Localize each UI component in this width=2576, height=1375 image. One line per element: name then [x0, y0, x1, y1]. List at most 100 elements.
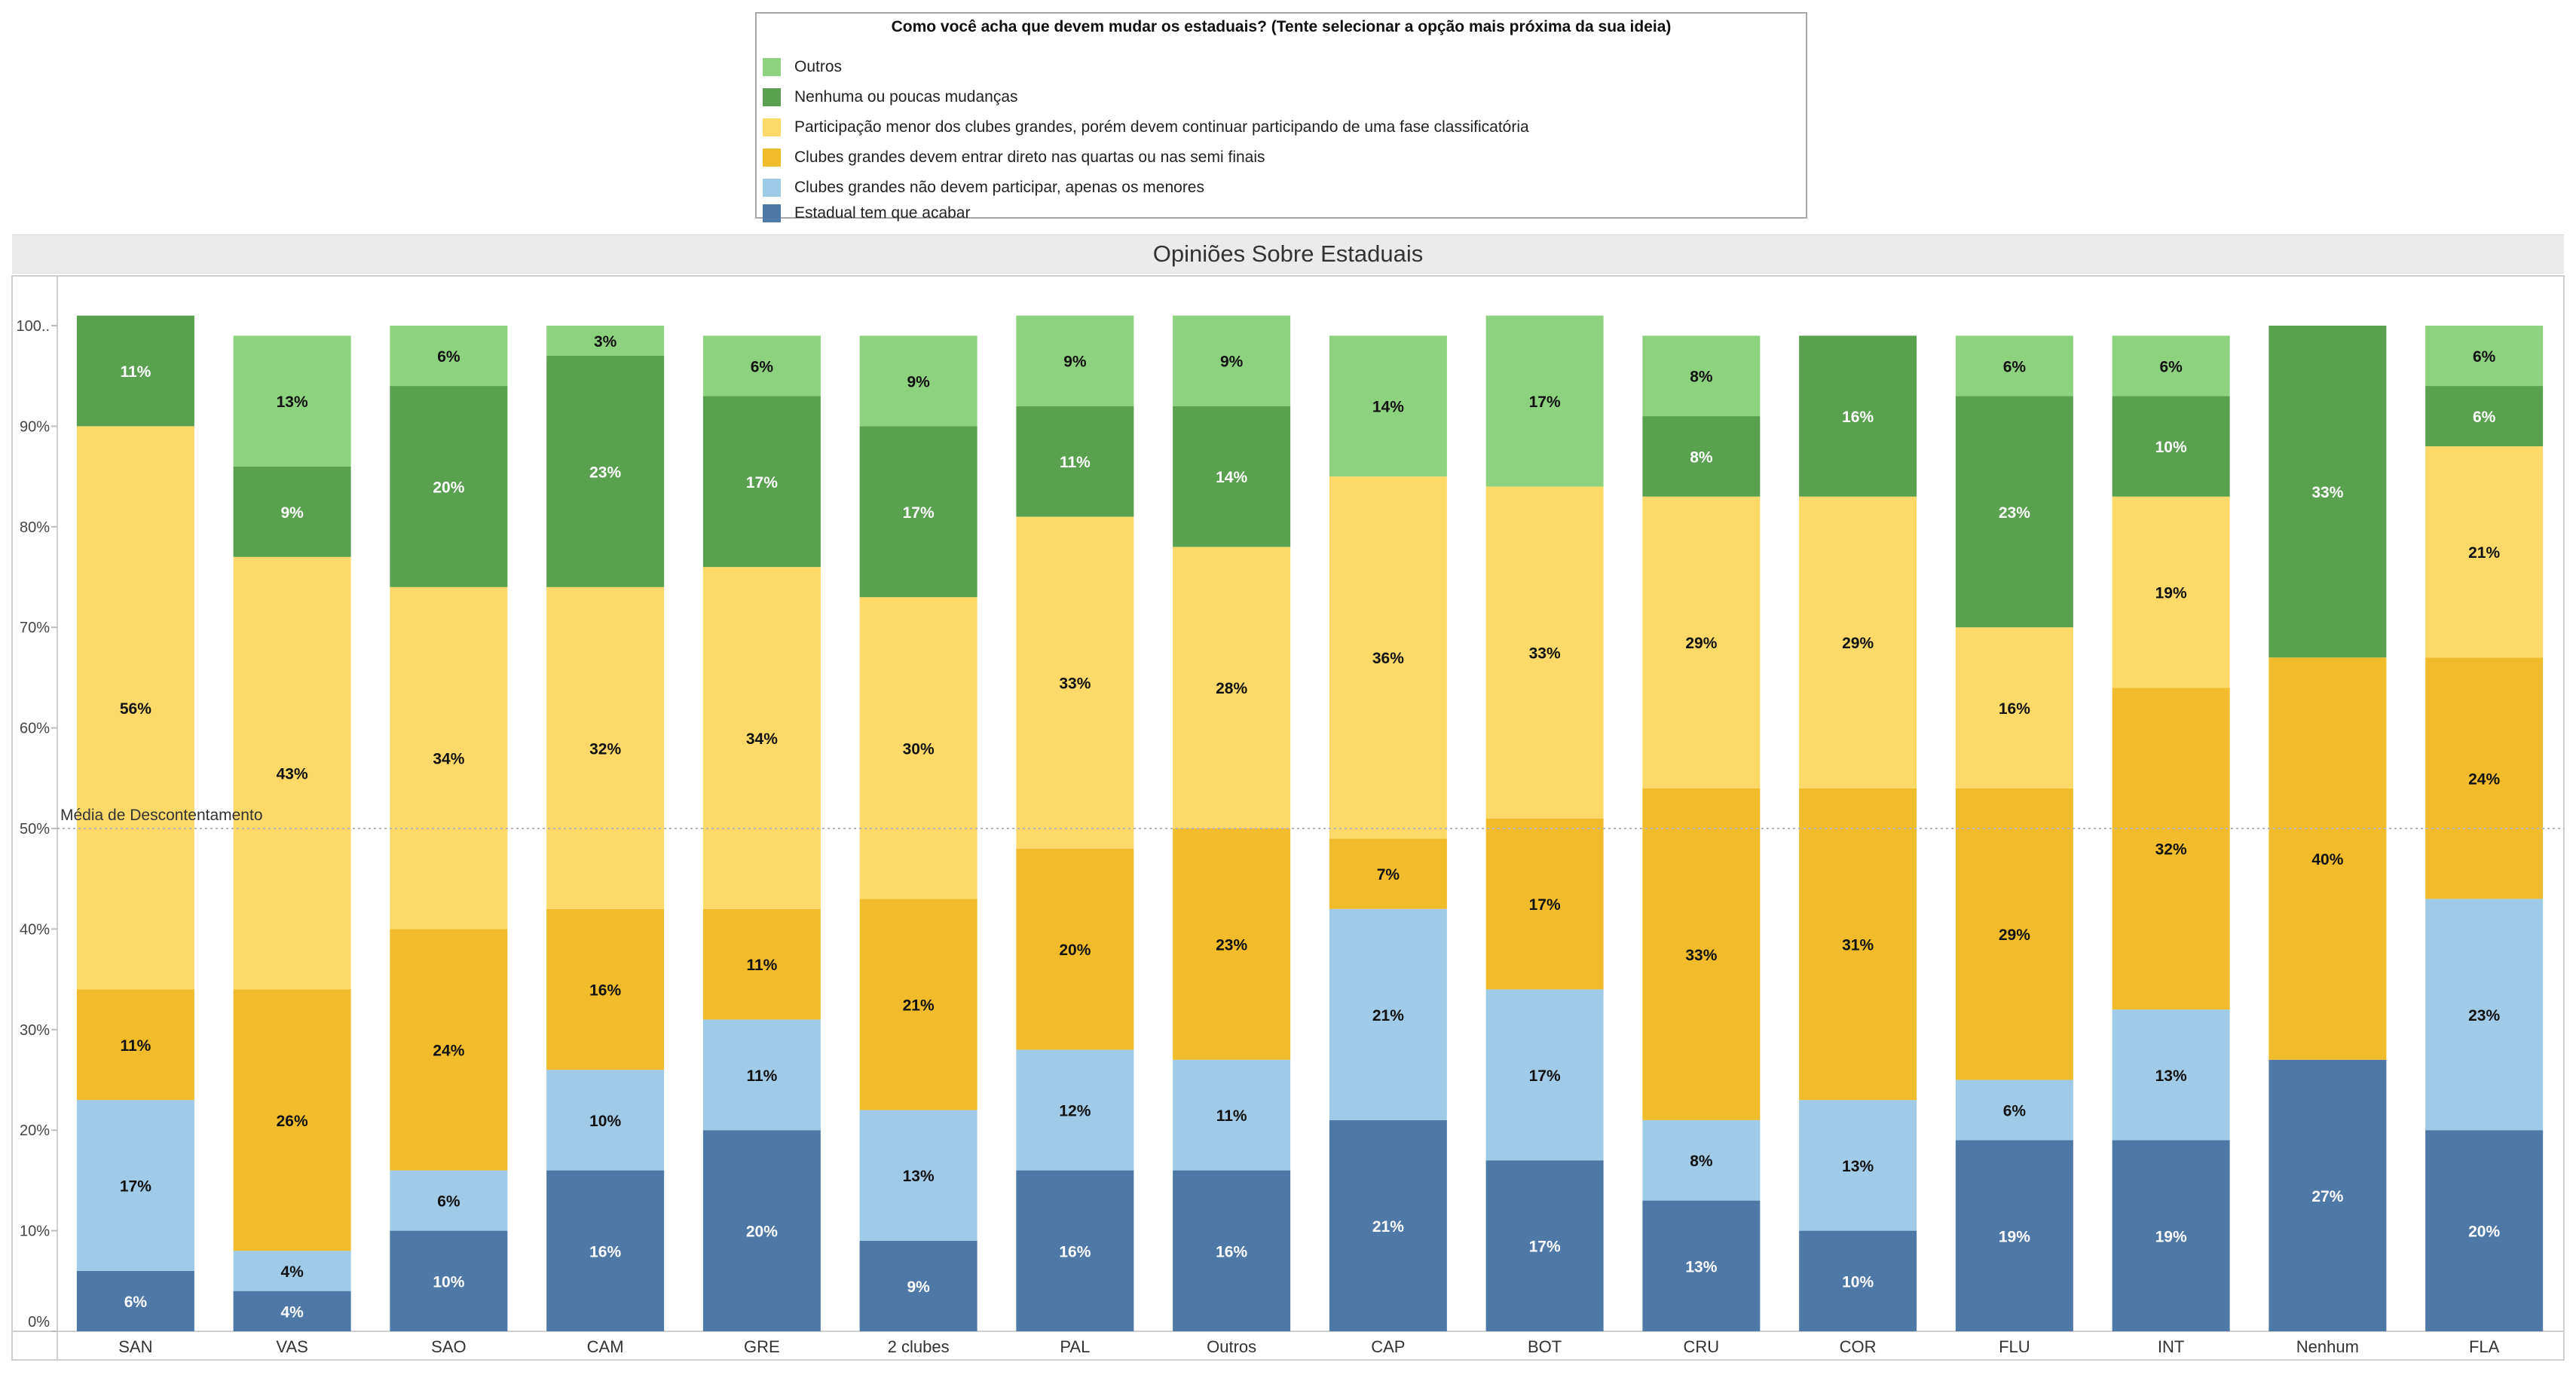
- bar-segment[interactable]: [2269, 1059, 2387, 1331]
- bar-segment[interactable]: [702, 1019, 821, 1131]
- bar-stack[interactable]: 10% 13% 31% 29% 16%: [1799, 335, 1917, 1331]
- bar-segment[interactable]: [233, 1251, 351, 1291]
- legend-item-outros[interactable]: Outros: [763, 56, 842, 78]
- bar-segment[interactable]: [2269, 657, 2387, 1060]
- bar-stack[interactable]: 16% 12% 20% 33% 11% 9%: [1016, 315, 1134, 1331]
- bar-segment[interactable]: [859, 335, 977, 427]
- bar-segment[interactable]: [1642, 788, 1761, 1120]
- bar-segment[interactable]: [390, 1170, 508, 1231]
- bar-segment[interactable]: [76, 315, 194, 427]
- bar-segment[interactable]: [702, 567, 821, 909]
- bar-segment[interactable]: [1955, 1140, 2073, 1331]
- bar-segment[interactable]: [546, 356, 665, 587]
- bar-stack[interactable]: 27% 40% 33%: [2269, 326, 2387, 1331]
- bar-stack[interactable]: 20% 23% 24% 21% 6% 6%: [2425, 326, 2544, 1331]
- legend-item-quartas-semi[interactable]: Clubes grandes devem entrar direto nas q…: [763, 146, 1265, 169]
- bar-segment[interactable]: [1485, 486, 1604, 819]
- bar-segment[interactable]: [233, 335, 351, 467]
- bar-segment[interactable]: [859, 426, 977, 598]
- bar-segment[interactable]: [702, 1130, 821, 1331]
- bar-segment[interactable]: [1799, 335, 1917, 497]
- bar-segment[interactable]: [2425, 386, 2544, 447]
- bar-segment[interactable]: [1799, 1230, 1917, 1331]
- legend-item-acabar[interactable]: Estadual tem que acabar: [763, 204, 970, 222]
- legend-item-nenhuma-mudanca[interactable]: Nenhuma ou poucas mudanças: [763, 86, 1018, 109]
- bar-segment[interactable]: [546, 586, 665, 909]
- bar-segment[interactable]: [2112, 496, 2230, 688]
- bar-segment[interactable]: [390, 326, 508, 387]
- bar-segment[interactable]: [859, 899, 977, 1110]
- bar-stack[interactable]: 21% 21% 7% 36% 14%: [1329, 335, 1447, 1331]
- bar-segment[interactable]: [546, 1070, 665, 1171]
- bar-stack[interactable]: 10% 6% 24% 34% 20% 6%: [390, 326, 508, 1331]
- bar-segment[interactable]: [390, 1230, 508, 1331]
- bar-stack[interactable]: 16% 11% 23% 28% 14% 9%: [1173, 315, 1291, 1331]
- bar-segment[interactable]: [2425, 657, 2544, 899]
- bar-segment[interactable]: [2112, 396, 2230, 497]
- bar-segment[interactable]: [76, 1270, 194, 1331]
- bar-segment[interactable]: [2112, 1009, 2230, 1141]
- bar-segment[interactable]: [1329, 908, 1447, 1120]
- bar-segment[interactable]: [1173, 1059, 1291, 1171]
- bar-segment[interactable]: [546, 1170, 665, 1331]
- bar-segment[interactable]: [1955, 1079, 2073, 1141]
- bar-segment[interactable]: [859, 597, 977, 899]
- bar-segment[interactable]: [76, 1100, 194, 1271]
- legend-item-nao-participar[interactable]: Clubes grandes não devem participar, ape…: [763, 176, 1204, 199]
- bar-segment[interactable]: [1642, 416, 1761, 497]
- bar-segment[interactable]: [1329, 335, 1447, 477]
- bar-segment[interactable]: [233, 1291, 351, 1331]
- bar-segment[interactable]: [2112, 1140, 2230, 1331]
- bar-segment[interactable]: [1799, 1100, 1917, 1231]
- bar-segment[interactable]: [390, 586, 508, 929]
- bar-stack[interactable]: 19% 6% 29% 16% 23% 6%: [1955, 335, 2073, 1331]
- bar-segment[interactable]: [1799, 496, 1917, 789]
- bar-segment[interactable]: [2112, 335, 2230, 397]
- bar-segment[interactable]: [1329, 838, 1447, 909]
- bar-segment[interactable]: [1955, 335, 2073, 397]
- bar-segment[interactable]: [390, 929, 508, 1171]
- bar-segment[interactable]: [1642, 335, 1761, 417]
- bar-segment[interactable]: [1016, 1170, 1134, 1331]
- bar-segment[interactable]: [1955, 396, 2073, 628]
- bar-segment[interactable]: [233, 556, 351, 990]
- bar-segment[interactable]: [1173, 547, 1291, 828]
- bar-segment[interactable]: [1955, 788, 2073, 1080]
- bar-segment[interactable]: [1173, 1170, 1291, 1331]
- bar-segment[interactable]: [1642, 1200, 1761, 1331]
- bar-segment[interactable]: [546, 326, 665, 357]
- bar-segment[interactable]: [1642, 1119, 1761, 1201]
- bar-stack[interactable]: 6% 17% 11% 56% 11%: [76, 315, 194, 1331]
- bar-segment[interactable]: [2425, 1130, 2544, 1331]
- bar-segment[interactable]: [859, 1240, 977, 1331]
- bar-stack[interactable]: 4% 4% 26% 43% 9% 13%: [233, 335, 351, 1331]
- bar-segment[interactable]: [1485, 989, 1604, 1161]
- bar-segment[interactable]: [390, 386, 508, 587]
- bar-segment[interactable]: [1016, 406, 1134, 517]
- bar-segment[interactable]: [859, 1110, 977, 1241]
- bar-segment[interactable]: [1955, 627, 2073, 789]
- bar-segment[interactable]: [702, 335, 821, 397]
- bar-segment[interactable]: [1485, 315, 1604, 487]
- bar-segment[interactable]: [2425, 899, 2544, 1131]
- legend-item-participacao-menor[interactable]: Participação menor dos clubes grandes, p…: [763, 116, 1529, 139]
- bar-segment[interactable]: [1329, 1119, 1447, 1331]
- bar-stack[interactable]: 17% 17% 17% 33% 17%: [1485, 315, 1604, 1331]
- bar-segment[interactable]: [1485, 1160, 1604, 1331]
- bar-segment[interactable]: [2425, 446, 2544, 658]
- bar-segment[interactable]: [76, 989, 194, 1101]
- bar-segment[interactable]: [1173, 406, 1291, 547]
- bar-segment[interactable]: [1016, 315, 1134, 406]
- bar-segment[interactable]: [2269, 326, 2387, 658]
- bar-segment[interactable]: [1016, 848, 1134, 1050]
- bar-segment[interactable]: [1016, 1049, 1134, 1171]
- bar-segment[interactable]: [546, 908, 665, 1070]
- bar-segment[interactable]: [233, 989, 351, 1251]
- bar-segment[interactable]: [2112, 688, 2230, 1010]
- bar-segment[interactable]: [1642, 496, 1761, 789]
- bar-segment[interactable]: [233, 466, 351, 557]
- bar-segment[interactable]: [1485, 818, 1604, 990]
- bar-stack[interactable]: 9% 13% 21% 30% 17% 9%: [859, 335, 977, 1331]
- bar-stack[interactable]: 19% 13% 32% 19% 10% 6%: [2112, 335, 2230, 1331]
- bar-segment[interactable]: [702, 908, 821, 1020]
